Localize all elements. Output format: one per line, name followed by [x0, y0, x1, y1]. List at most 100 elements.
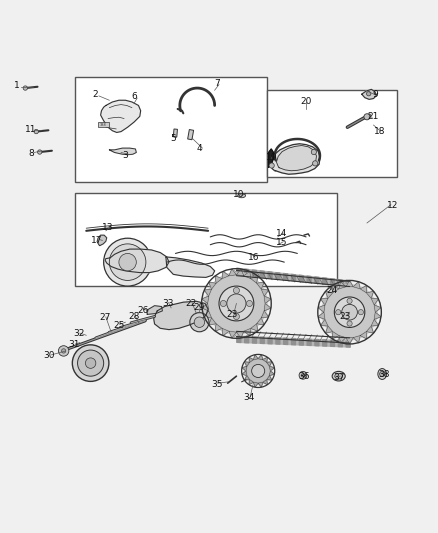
Polygon shape [371, 298, 378, 305]
Polygon shape [332, 286, 339, 293]
Text: 38: 38 [378, 370, 390, 379]
Polygon shape [264, 296, 271, 303]
Bar [98, 122, 109, 127]
Text: 36: 36 [298, 372, 310, 381]
Text: 24: 24 [327, 286, 338, 295]
Text: 1: 1 [14, 82, 20, 91]
Text: 22: 22 [185, 299, 196, 308]
Circle shape [194, 317, 205, 327]
Polygon shape [244, 362, 250, 366]
Polygon shape [242, 366, 247, 371]
Polygon shape [332, 332, 339, 339]
Circle shape [347, 298, 352, 303]
Text: 8: 8 [28, 149, 34, 158]
Polygon shape [374, 305, 381, 312]
Circle shape [220, 301, 226, 306]
Text: 14: 14 [276, 229, 288, 238]
Polygon shape [339, 336, 346, 343]
Circle shape [244, 357, 272, 385]
Polygon shape [346, 280, 353, 287]
Circle shape [233, 287, 240, 294]
Polygon shape [261, 289, 268, 296]
Polygon shape [204, 311, 212, 318]
Text: 11: 11 [25, 125, 37, 134]
Polygon shape [97, 235, 107, 246]
Circle shape [78, 350, 104, 376]
Bar [173, 129, 177, 137]
Ellipse shape [332, 372, 345, 381]
Polygon shape [254, 355, 258, 360]
Text: 34: 34 [244, 393, 255, 401]
Text: 32: 32 [73, 329, 85, 338]
Circle shape [219, 286, 254, 321]
Text: 6: 6 [131, 92, 137, 101]
Text: 16: 16 [248, 253, 260, 262]
Polygon shape [166, 257, 215, 277]
Polygon shape [204, 289, 212, 296]
Polygon shape [374, 312, 381, 319]
Polygon shape [244, 376, 250, 380]
Text: 27: 27 [99, 313, 111, 322]
Text: 12: 12 [387, 201, 399, 210]
Circle shape [321, 284, 378, 341]
Polygon shape [276, 146, 317, 171]
Polygon shape [321, 298, 328, 305]
Polygon shape [353, 282, 360, 289]
Polygon shape [229, 331, 237, 338]
Text: 388: 388 [100, 123, 107, 127]
Text: 18: 18 [374, 127, 386, 136]
Polygon shape [237, 331, 244, 338]
Polygon shape [346, 337, 353, 344]
Polygon shape [244, 328, 251, 336]
Text: 19: 19 [265, 153, 277, 162]
Circle shape [380, 372, 385, 377]
Text: 3: 3 [123, 151, 128, 160]
Polygon shape [147, 305, 162, 314]
Polygon shape [209, 282, 216, 289]
Circle shape [110, 244, 146, 280]
Text: 17: 17 [92, 236, 103, 245]
Polygon shape [110, 148, 136, 155]
Circle shape [61, 349, 66, 353]
Polygon shape [257, 318, 264, 325]
Ellipse shape [335, 373, 343, 379]
Polygon shape [258, 382, 263, 387]
Polygon shape [366, 292, 374, 298]
Circle shape [23, 86, 28, 90]
Text: 10: 10 [233, 190, 244, 199]
Text: 31: 31 [69, 341, 80, 349]
Text: 23: 23 [339, 312, 351, 321]
Circle shape [233, 313, 240, 320]
Text: 23: 23 [226, 310, 238, 319]
Polygon shape [325, 292, 333, 298]
Circle shape [227, 294, 246, 313]
Polygon shape [267, 376, 272, 380]
Ellipse shape [238, 193, 246, 198]
Text: 20: 20 [300, 96, 312, 106]
Text: 9: 9 [373, 90, 378, 99]
Circle shape [299, 372, 307, 379]
Circle shape [190, 313, 209, 332]
Circle shape [72, 345, 109, 382]
Circle shape [342, 304, 357, 320]
Polygon shape [366, 326, 374, 333]
Text: 33: 33 [162, 299, 173, 308]
Bar [187, 130, 194, 140]
Polygon shape [105, 249, 169, 272]
Polygon shape [249, 379, 254, 385]
Circle shape [104, 238, 152, 286]
Circle shape [336, 310, 341, 315]
Polygon shape [269, 366, 274, 371]
Polygon shape [360, 332, 367, 339]
Text: 7: 7 [214, 79, 220, 88]
Polygon shape [215, 276, 222, 283]
Text: 29: 29 [194, 303, 205, 312]
Bar [75, 192, 336, 286]
Circle shape [34, 130, 39, 134]
Polygon shape [237, 269, 244, 276]
Polygon shape [318, 312, 325, 319]
Ellipse shape [378, 368, 387, 379]
Polygon shape [271, 144, 320, 174]
Circle shape [269, 163, 274, 168]
Bar [75, 77, 267, 182]
